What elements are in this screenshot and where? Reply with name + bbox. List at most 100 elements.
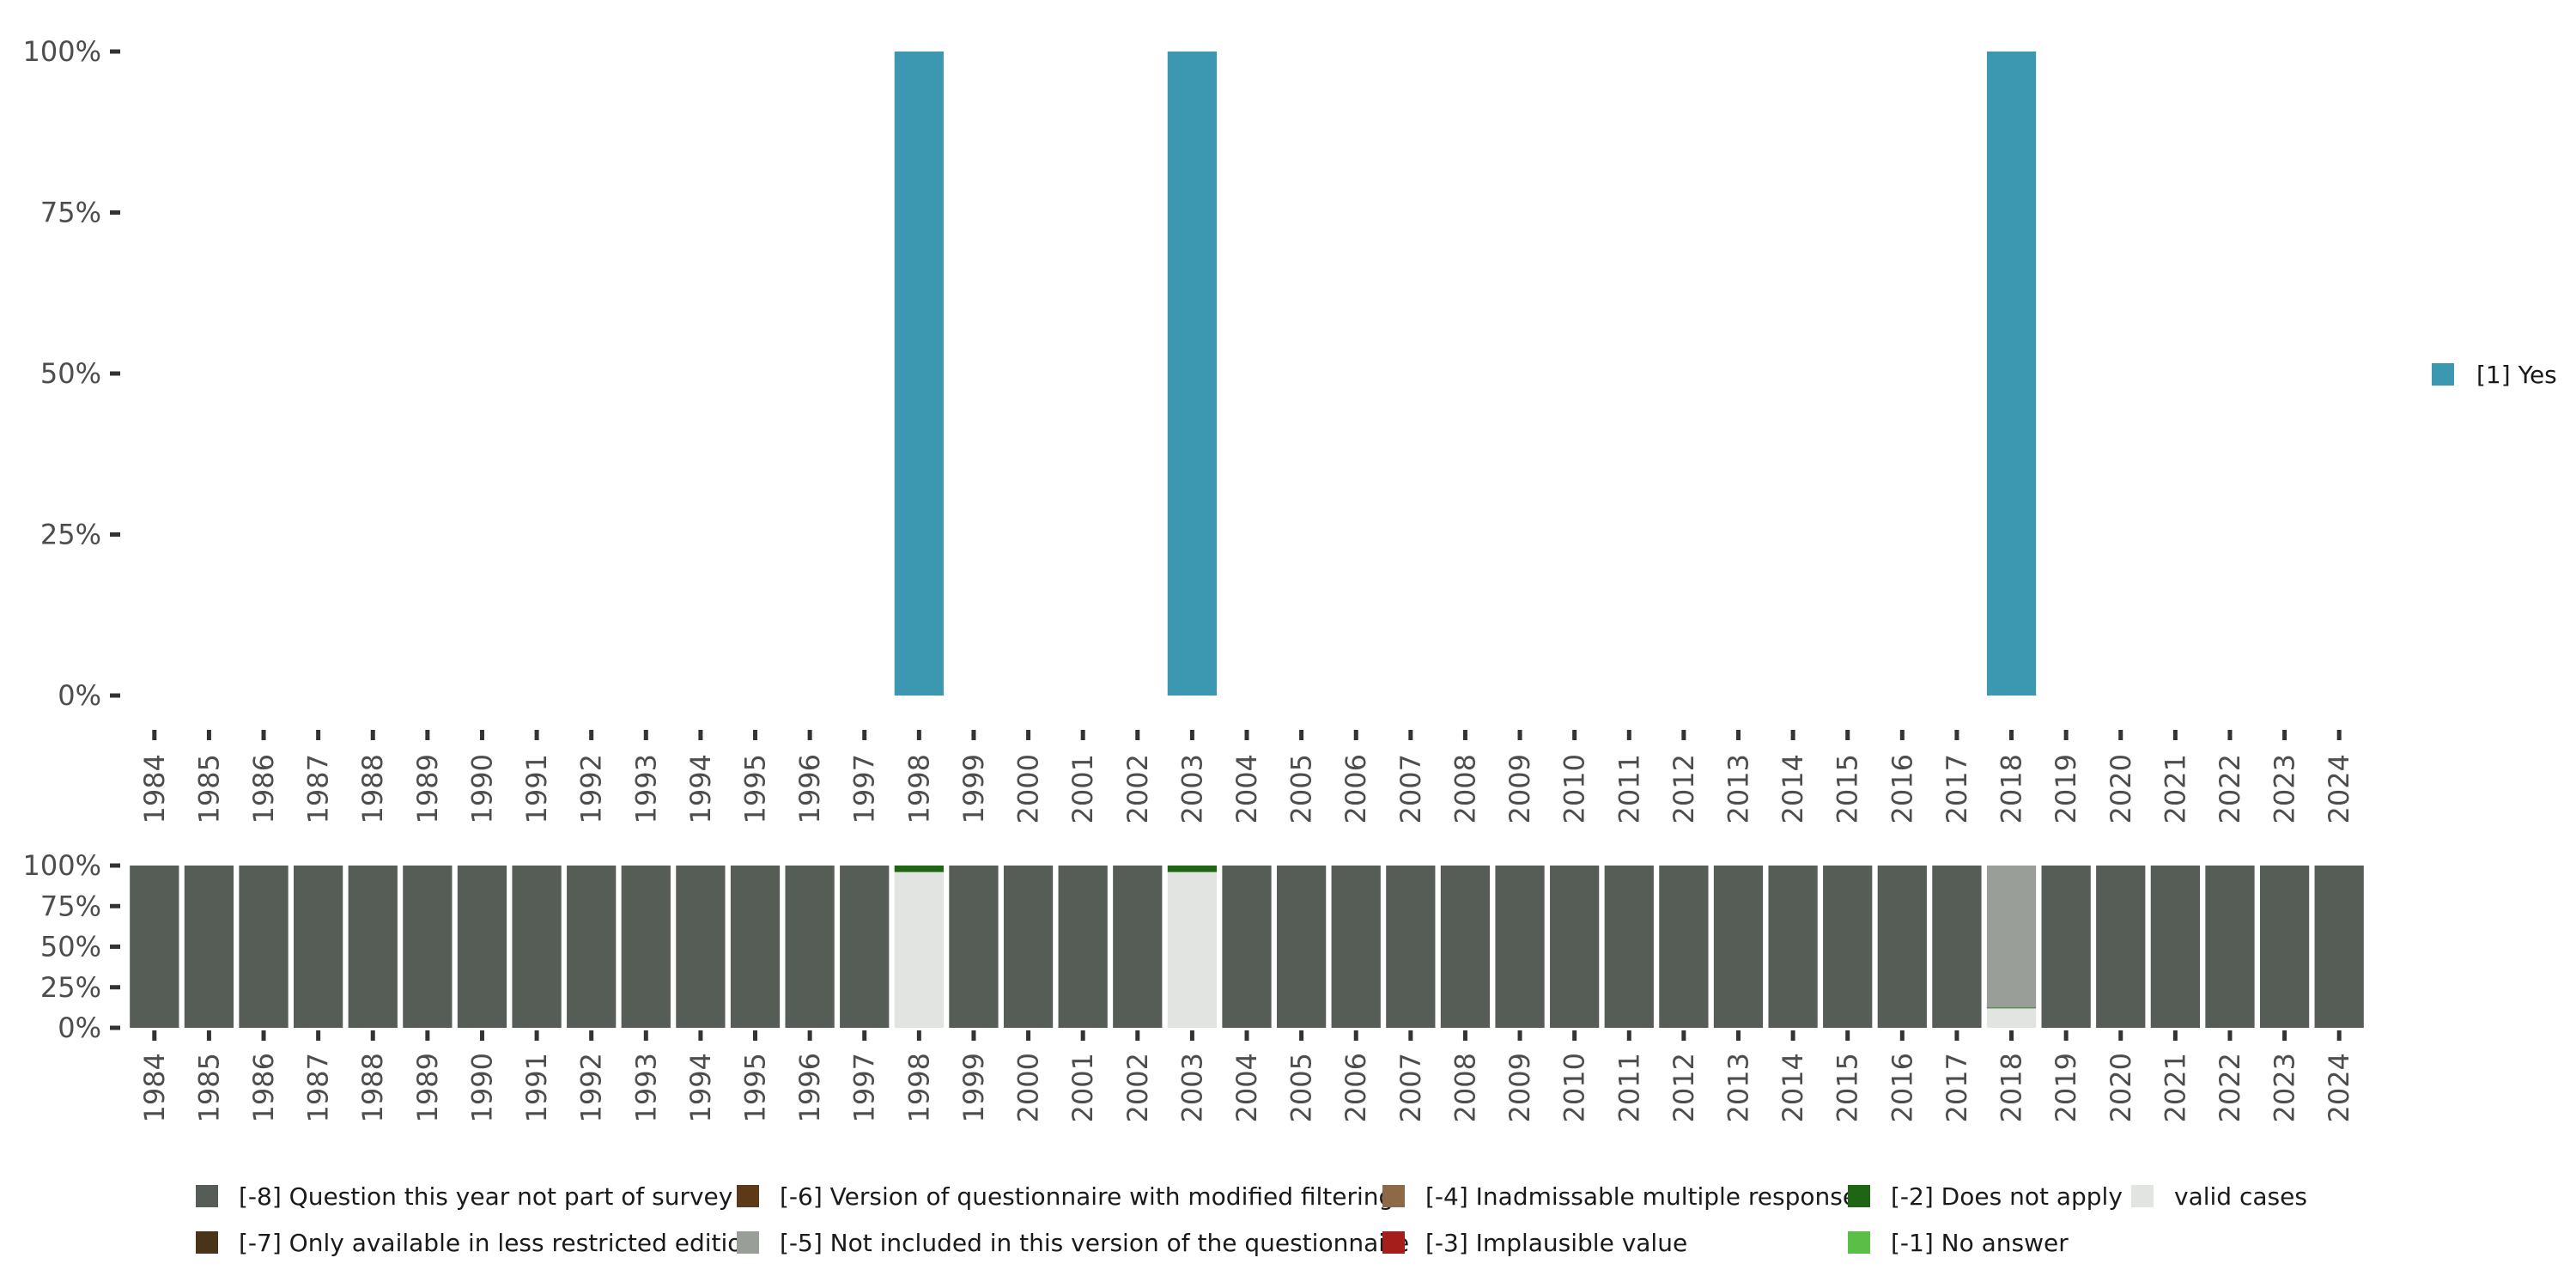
top-x-tick-label: 1998 bbox=[902, 754, 935, 823]
bottom-x-tick-label: 1985 bbox=[192, 1053, 225, 1122]
bottom-legend-label: [-3] Implausible value bbox=[1425, 1229, 1687, 1257]
top-x-tick-label: 1991 bbox=[520, 754, 553, 823]
bottom-x-tick-label: 2001 bbox=[1066, 1053, 1099, 1122]
bottom-x-tick-label: 2005 bbox=[1285, 1053, 1318, 1122]
bottom-bar-segment-2010 bbox=[1550, 866, 1600, 1028]
top-x-tick-label: 1994 bbox=[684, 754, 717, 823]
bottom-x-tick-label: 1993 bbox=[629, 1053, 662, 1122]
bottom-bar-segment-1988 bbox=[348, 866, 398, 1028]
top-x-tick-label: 2022 bbox=[2214, 754, 2246, 823]
top-x-tick-label: 2006 bbox=[1340, 754, 1372, 823]
bottom-x-tick-label: 2018 bbox=[1996, 1053, 2028, 1122]
bottom-bar-segment-1986 bbox=[239, 866, 289, 1028]
bottom-x-tick-label: 1997 bbox=[848, 1053, 881, 1122]
bottom-bar-segment-1987 bbox=[294, 866, 343, 1028]
bottom-x-tick-label: 1996 bbox=[793, 1053, 826, 1122]
bottom-bar-segment-1984 bbox=[130, 866, 179, 1028]
top-x-tick-label: 2018 bbox=[1996, 754, 2028, 823]
top-x-tick-label: 2021 bbox=[2159, 754, 2191, 823]
bottom-bar-segment-1996 bbox=[785, 866, 835, 1028]
bottom-bar-segment-2022 bbox=[2205, 866, 2255, 1028]
bottom-x-tick-label: 2007 bbox=[1394, 1053, 1427, 1122]
top-x-tick-label: 1987 bbox=[302, 754, 335, 823]
bottom-x-tick-label: 1987 bbox=[302, 1053, 335, 1122]
bottom-bar-segment-2021 bbox=[2150, 866, 2200, 1028]
bottom-x-tick-label: 2019 bbox=[2050, 1053, 2082, 1122]
bottom-x-tick-label: 2014 bbox=[1777, 1053, 1809, 1122]
bottom-x-tick-label: 2002 bbox=[1121, 1053, 1154, 1122]
top-x-tick-label: 1989 bbox=[411, 754, 444, 823]
top-x-tick-label: 2001 bbox=[1066, 754, 1099, 823]
bottom-x-tick-label: 2008 bbox=[1449, 1053, 1481, 1122]
bottom-bar-segment-2018 bbox=[1986, 1008, 2037, 1028]
top-x-tick-label: 1984 bbox=[138, 754, 171, 823]
bottom-legend-swatch bbox=[196, 1185, 218, 1207]
bottom-y-tick-label: 75% bbox=[40, 890, 101, 922]
bottom-legend-swatch bbox=[737, 1231, 759, 1254]
bottom-bar-segment-2000 bbox=[1003, 866, 1054, 1028]
bottom-y-tick-label: 0% bbox=[58, 1012, 101, 1044]
bottom-bar-segment-2004 bbox=[1222, 866, 1272, 1028]
bottom-x-tick-label: 1989 bbox=[411, 1053, 444, 1122]
top-x-tick-label: 2004 bbox=[1230, 754, 1263, 823]
bottom-legend-label: [-2] Does not apply bbox=[1891, 1182, 2123, 1211]
top-y-tick-label: 50% bbox=[40, 357, 101, 390]
bottom-x-tick-label: 2021 bbox=[2159, 1053, 2191, 1122]
bottom-bar-segment-2013 bbox=[1713, 866, 1764, 1028]
top-x-tick-label: 2013 bbox=[1722, 754, 1754, 823]
bottom-y-tick-label: 25% bbox=[40, 971, 101, 1004]
bottom-x-tick-label: 2024 bbox=[2323, 1053, 2355, 1122]
bottom-bar-segment-1995 bbox=[730, 866, 781, 1028]
bottom-x-tick-label: 2006 bbox=[1340, 1053, 1372, 1122]
bottom-x-tick-label: 2016 bbox=[1886, 1053, 1918, 1122]
bottom-legend-label: [-5] Not included in this version of the… bbox=[780, 1229, 1409, 1257]
top-x-tick-label: 2008 bbox=[1449, 754, 1481, 823]
top-x-tick-label: 2019 bbox=[2050, 754, 2082, 823]
bottom-bar-segment-2009 bbox=[1495, 866, 1545, 1028]
bottom-bar-segment-2014 bbox=[1768, 866, 1818, 1028]
bottom-x-tick-label: 2020 bbox=[2105, 1053, 2137, 1122]
bottom-bar-segment-2018 bbox=[1986, 1007, 2037, 1009]
bottom-bar-segment-2018 bbox=[1986, 866, 2037, 1008]
bottom-x-tick-label: 1991 bbox=[520, 1053, 553, 1122]
top-x-tick-label: 2020 bbox=[2105, 754, 2137, 823]
bottom-legend-label: [-4] Inadmissable multiple response bbox=[1425, 1182, 1857, 1211]
bottom-x-tick-label: 1988 bbox=[356, 1053, 389, 1122]
bottom-bar-segment-1999 bbox=[949, 866, 999, 1028]
bottom-y-tick-label: 100% bbox=[23, 849, 101, 882]
bottom-x-tick-label: 1994 bbox=[684, 1053, 717, 1122]
bottom-bar-segment-1993 bbox=[621, 866, 671, 1028]
bottom-x-tick-label: 1999 bbox=[957, 1053, 990, 1122]
bottom-legend-label: valid cases bbox=[2174, 1182, 2307, 1211]
bottom-bar-segment-1998 bbox=[894, 872, 944, 1028]
bottom-x-tick-label: 2022 bbox=[2214, 1053, 2246, 1122]
bottom-bar-segment-2007 bbox=[1386, 866, 1436, 1028]
top-y-tick-label: 25% bbox=[40, 519, 101, 551]
top-x-tick-label: 1992 bbox=[575, 754, 608, 823]
bottom-bar-segment-2006 bbox=[1331, 866, 1381, 1028]
bottom-bar-segment-2023 bbox=[2259, 866, 2310, 1028]
bottom-legend-swatch bbox=[1382, 1231, 1405, 1254]
top-x-tick-label: 2002 bbox=[1121, 754, 1154, 823]
bottom-x-tick-label: 1990 bbox=[465, 1053, 498, 1122]
bottom-legend-swatch bbox=[1382, 1185, 1405, 1207]
bottom-x-tick-label: 2004 bbox=[1230, 1053, 1263, 1122]
top-x-tick-label: 2009 bbox=[1504, 754, 1536, 823]
bottom-bar-segment-2001 bbox=[1058, 866, 1108, 1028]
bottom-bar-segment-1994 bbox=[676, 866, 726, 1028]
bottom-bar-segment-1990 bbox=[457, 866, 507, 1028]
top-x-tick-label: 2015 bbox=[1832, 754, 1864, 823]
bottom-legend-label: [-8] Question this year not part of surv… bbox=[239, 1182, 732, 1211]
top-x-tick-label: 1986 bbox=[247, 754, 280, 823]
top-x-tick-label: 2016 bbox=[1886, 754, 1918, 823]
bottom-x-tick-label: 2010 bbox=[1558, 1053, 1591, 1122]
bottom-x-tick-label: 1992 bbox=[575, 1053, 608, 1122]
top-x-tick-label: 1999 bbox=[957, 754, 990, 823]
top-legend-swatch bbox=[2432, 363, 2454, 386]
top-x-tick-label: 2024 bbox=[2323, 754, 2355, 823]
top-x-tick-label: 1988 bbox=[356, 754, 389, 823]
top-x-tick-label: 2011 bbox=[1613, 754, 1645, 823]
bottom-x-tick-label: 2012 bbox=[1668, 1053, 1700, 1122]
top-y-tick-label: 100% bbox=[23, 35, 101, 68]
bottom-x-tick-label: 2009 bbox=[1504, 1053, 1536, 1122]
